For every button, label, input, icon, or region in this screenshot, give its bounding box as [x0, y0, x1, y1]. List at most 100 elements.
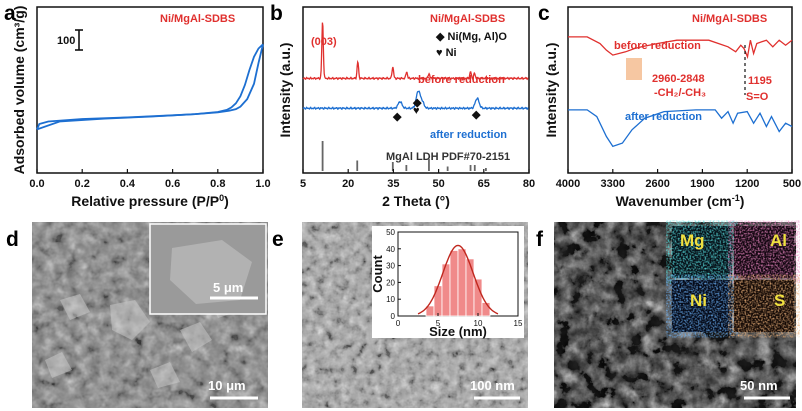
- marker-heart-1: ♥: [413, 105, 420, 117]
- band-highlight-ch: [626, 58, 642, 80]
- scale-label-f: 50 nm: [740, 378, 778, 393]
- panel-label-a: a: [4, 2, 16, 25]
- peak-markers-b: ◆ ◆ ♥ ◆: [392, 97, 481, 123]
- panel-label-e: e: [272, 228, 284, 251]
- x-tick-label-c: 4000: [556, 178, 580, 190]
- panel-d: 5 μm 10 μm d: [6, 222, 268, 408]
- panel-f: Mg Al Ni S 50 nm f: [536, 222, 796, 408]
- marker-diamond-3: ◆: [471, 109, 481, 121]
- band1-range: 2960-2848: [652, 73, 705, 85]
- x-axis-label-b: 2 Theta (°): [382, 193, 450, 209]
- panel-e: 0 5 10 15 0 10 20 30 40 50 Count Size (nm) 100 nm…: [272, 222, 528, 408]
- sample-label-a: Ni/MgAl-SDBS: [160, 13, 235, 25]
- x-ticks-c: 4000 3300 2600 1900 1200 500: [556, 169, 801, 190]
- plot-frame-a: [36, 6, 264, 174]
- before-reduction-label-b: before reduction: [418, 74, 505, 86]
- ftir-before-reduction: [568, 36, 793, 60]
- hist-x-tick-label: 0: [396, 319, 401, 328]
- hist-x-tick-label: 15: [514, 319, 523, 328]
- panel-label-d: d: [6, 228, 19, 251]
- before-reduction-label-c: before reduction: [614, 40, 701, 52]
- sample-label-b: Ni/MgAl-SDBS: [430, 13, 505, 25]
- histogram-bar: [457, 248, 467, 317]
- ftir-after-reduction: [568, 109, 793, 148]
- hist-y-tick-label: 20: [386, 278, 395, 287]
- plot-frame-b: [302, 6, 530, 174]
- x-tick-label-a: 0.6: [165, 178, 180, 190]
- scale-label-d: 10 μm: [208, 378, 246, 393]
- x-tick-label-c: 2600: [645, 178, 669, 190]
- sem-particles: [45, 294, 236, 388]
- reference-lines-b: [321, 141, 487, 171]
- xrd-after-reduction: [302, 90, 529, 111]
- legend-nimgalo: ◆ Ni(Mg, Al)O: [435, 31, 507, 43]
- hist-x-tick-label: 5: [436, 319, 441, 328]
- map-label-mg: Mg: [680, 231, 705, 250]
- x-tick-label-c: 500: [783, 178, 801, 190]
- sample-label-c: Ni/MgAl-SDBS: [692, 13, 767, 25]
- sem-inset-particle: [170, 240, 252, 304]
- x-tick-label-b: 20: [342, 178, 354, 190]
- panel-b: b Ni/MgAl-SDBS (003) ◆ Ni(Mg, Al)O ♥ Ni …: [270, 2, 535, 209]
- scale-label-e: 100 nm: [470, 378, 515, 393]
- x-tick-label-a: 0.4: [120, 178, 136, 190]
- scale-label-inset-d: 5 μm: [213, 280, 243, 295]
- panel-a: a Ni/MgAl-SDBS 100 0.0 0.2 0.4 0.6 0.8 1.0 Ad…: [4, 2, 271, 209]
- hist-y-tick-label: 30: [386, 262, 395, 271]
- histogram-bar: [465, 258, 475, 317]
- isotherm-desorption: [36, 43, 264, 131]
- after-reduction-label-c: after reduction: [625, 111, 702, 123]
- hist-y-tick-label: 40: [386, 245, 395, 254]
- map-label-ni: Ni: [690, 291, 707, 310]
- x-ticks-a: 0.0 0.2 0.4 0.6 0.8 1.0: [29, 169, 271, 190]
- x-tick-label-b: 50: [432, 178, 444, 190]
- histogram-bar: [481, 302, 491, 317]
- panel-c: c Ni/MgAl-SDBS before reduction 2960-284…: [538, 2, 801, 209]
- hist-y-tick-label: 0: [391, 312, 396, 321]
- y-axis-label-a: Adsorbed volume (cm³/g): [11, 6, 27, 175]
- reference-label-b: MgAl LDH PDF#70-2151: [386, 151, 510, 163]
- scale-bar-label-a: 100: [57, 35, 75, 47]
- after-reduction-label-b: after reduction: [430, 129, 507, 141]
- x-ticks-b: 5 20 35 50 65 80: [300, 169, 535, 190]
- legend-ni: ♥ Ni: [436, 47, 457, 59]
- scale-bar-a: 100: [57, 29, 83, 51]
- x-tick-label-c: 3300: [601, 178, 625, 190]
- hist-y-tick-label: 50: [386, 228, 395, 237]
- map-label-al: Al: [770, 231, 787, 250]
- panel-label-b: b: [270, 2, 283, 25]
- histogram-bars: [425, 248, 491, 317]
- histogram-y-label: Count: [370, 255, 385, 293]
- x-tick-label-c: 1200: [735, 178, 759, 190]
- x-tick-label-a: 0.8: [210, 178, 225, 190]
- x-tick-label-b: 5: [300, 178, 306, 190]
- y-axis-label-b: Intensity (a.u.): [277, 43, 293, 138]
- peak-label-003: (003): [311, 36, 337, 48]
- panel-label-c: c: [538, 2, 550, 25]
- histogram-gaussian-fit: [417, 244, 499, 315]
- hist-x-tick-label: 10: [474, 319, 483, 328]
- histogram-bar: [433, 285, 443, 317]
- x-tick-label-b: 35: [387, 178, 399, 190]
- plot-frame-c: [567, 6, 793, 174]
- x-tick-label-b: 65: [478, 178, 490, 190]
- band2-value: 1195: [748, 75, 772, 87]
- hist-y-tick-label: 10: [386, 295, 395, 304]
- histogram-ticks: 0 5 10 15 0 10 20 30 40 50: [386, 228, 523, 328]
- marker-diamond-2: ◆: [412, 97, 422, 109]
- histogram-bar: [449, 250, 459, 317]
- panel-label-f: f: [536, 228, 544, 251]
- x-axis-label-a: Relative pressure (P/P0): [71, 193, 229, 209]
- x-tick-label-c: 1900: [690, 178, 714, 190]
- x-tick-label-a: 0.0: [29, 178, 44, 190]
- x-tick-label-b: 80: [523, 178, 535, 190]
- xrd-before-reduction: [302, 22, 529, 81]
- y-axis-label-c: Intensity (a.u.): [543, 43, 559, 138]
- x-tick-label-a: 1.0: [255, 178, 270, 190]
- map-label-s: S: [774, 291, 785, 310]
- x-axis-label-c: Wavenumber (cm-1): [616, 193, 745, 209]
- x-tick-label-a: 0.2: [75, 178, 90, 190]
- histogram-x-label: Size (nm): [429, 324, 487, 339]
- band1-group: -CH₂/-CH₃: [654, 87, 706, 99]
